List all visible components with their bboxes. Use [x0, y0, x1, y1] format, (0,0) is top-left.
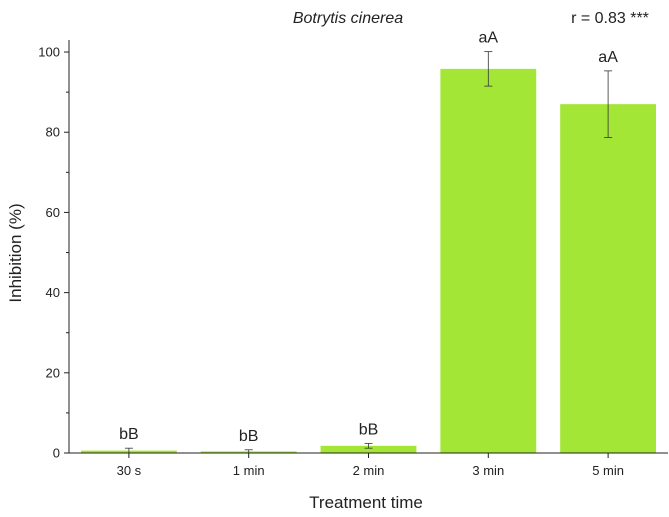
bar-label-1: bB	[239, 428, 259, 445]
y-tick-label-1: 20	[46, 365, 60, 380]
bar-label-3: aA	[479, 30, 499, 47]
y-tick-label-0: 0	[53, 446, 60, 461]
y-tick-label-5: 100	[38, 45, 60, 60]
x-axis-title: Treatment time	[309, 493, 423, 512]
x-tick-label-0: 30 s	[117, 463, 142, 478]
y-tick-label-2: 40	[46, 285, 60, 300]
bar-label-0: bB	[119, 426, 139, 443]
bar-2	[320, 445, 417, 453]
bar-label-2: bB	[359, 421, 379, 438]
axes-group: 30 s 1 min 2 min 3 min 5 min 0 20 40 60 80 100	[38, 40, 668, 478]
chart-title: Botrytis cinerea	[293, 10, 403, 27]
error-bars-group	[124, 51, 613, 454]
bars-group	[80, 68, 657, 454]
bar-labels-group: bB bB bB aA aA	[119, 30, 618, 445]
x-tick-label-4: 5 min	[592, 463, 624, 478]
x-tick-label-2: 2 min	[353, 463, 385, 478]
bar-label-4: aA	[598, 49, 618, 66]
y-tick-label-3: 60	[46, 205, 60, 220]
x-tick-label-3: 3 min	[472, 463, 504, 478]
y-tick-label-4: 80	[46, 125, 60, 140]
bar-4	[560, 104, 657, 454]
correlation-annotation: r = 0.83 ***	[571, 10, 649, 27]
y-axis-title: Inhibition (%)	[6, 203, 25, 302]
x-tick-label-1: 1 min	[233, 463, 265, 478]
bar-3	[440, 68, 537, 453]
